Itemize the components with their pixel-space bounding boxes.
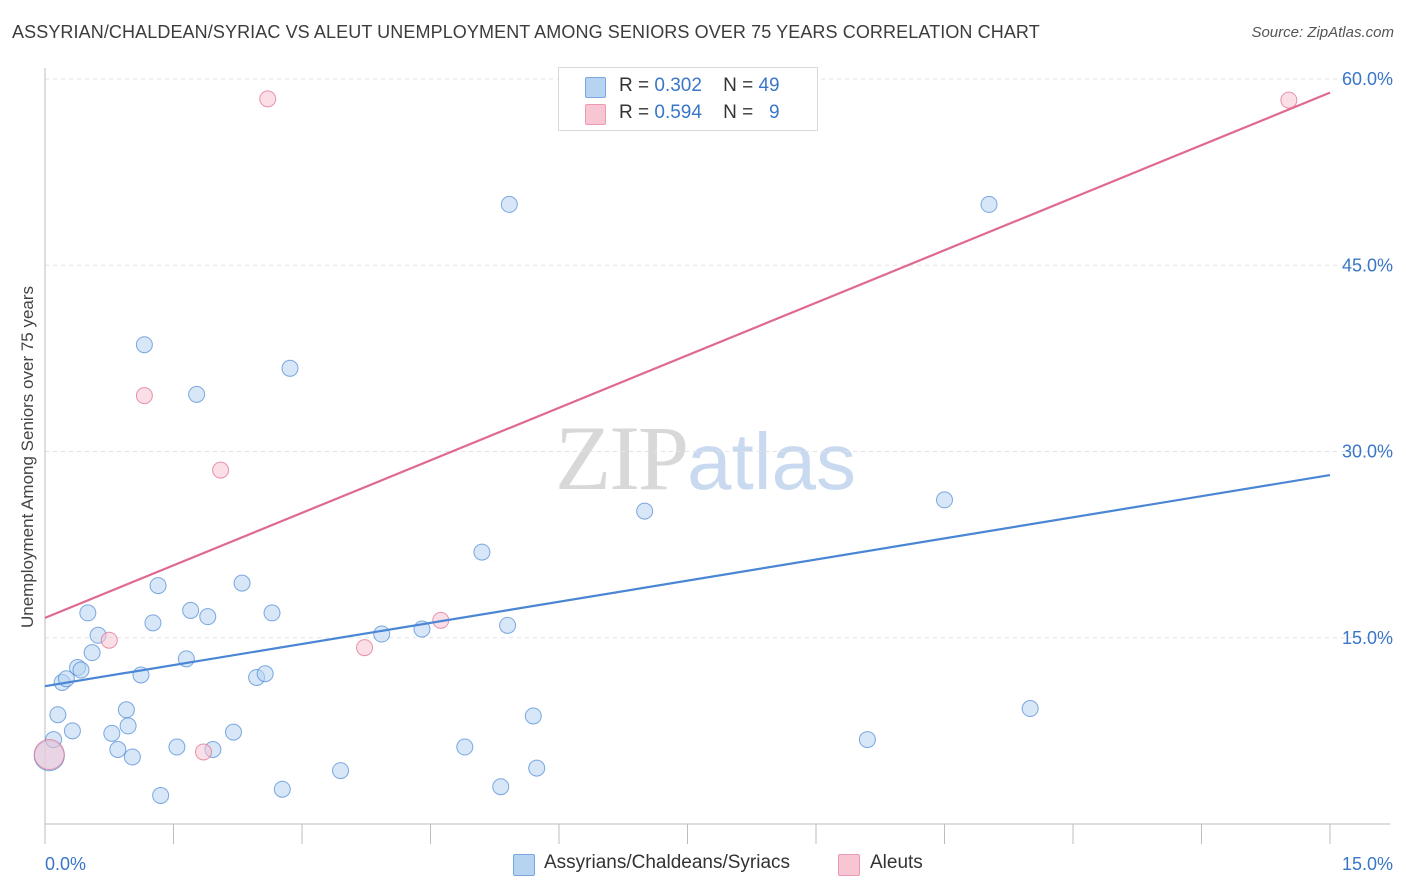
legend-r-label: R =	[619, 102, 650, 123]
data-point-series1	[492, 778, 510, 796]
source-label: Source: ZipAtlas.com	[1251, 24, 1394, 41]
trend-line-series2	[44, 91, 1331, 619]
data-point-series1	[456, 738, 474, 756]
legend-swatch-series2	[585, 104, 606, 125]
data-point-series1	[281, 359, 299, 377]
data-point-series2	[100, 631, 118, 649]
data-point-series1	[500, 195, 518, 213]
data-point-series1	[79, 604, 97, 622]
data-point-series1	[182, 601, 200, 619]
data-point-series1	[858, 731, 876, 749]
data-point-series2	[259, 90, 277, 108]
data-point-series1	[117, 701, 135, 719]
y-tick-label: 30.0%	[1342, 442, 1393, 462]
data-point-series1	[152, 786, 170, 804]
y-tick-label: 60.0%	[1342, 69, 1393, 89]
watermark-zip: ZIP	[555, 407, 689, 509]
data-point-series1	[936, 491, 953, 509]
data-point-series1	[473, 543, 491, 561]
chart-title: ASSYRIAN/CHALDEAN/SYRIAC VS ALEUT UNEMPL…	[12, 22, 1040, 42]
data-point-series1	[263, 604, 281, 622]
data-point-series1	[168, 738, 186, 756]
legend: R = 0.302 N = 49 R = 0.594 N = 9	[558, 67, 818, 131]
watermark-atlas: atlas	[687, 417, 856, 506]
legend-n-label: N =	[723, 102, 754, 123]
legend-text-series2: R = 0.594 N = 9	[619, 102, 780, 124]
data-point-series2	[135, 387, 153, 405]
legend-n-value: 49	[758, 75, 780, 96]
data-point-series1	[273, 780, 291, 798]
data-point-series1	[83, 644, 101, 662]
data-point-series1	[224, 723, 242, 741]
data-point-series1	[373, 625, 391, 643]
data-point-series2	[194, 743, 212, 761]
data-point-series2	[1280, 91, 1298, 109]
bottom-legend-label-series1: Assyrians/Chaldeans/Syriacs	[544, 852, 791, 873]
data-point-series1	[528, 759, 546, 777]
x-tick-label: 0.0%	[45, 854, 86, 874]
bottom-legend-swatch-series2	[838, 854, 860, 876]
data-point-series1	[188, 385, 206, 403]
y-tick-label: 45.0%	[1342, 255, 1393, 275]
data-point-series1	[499, 616, 517, 634]
data-point-series1	[144, 614, 162, 632]
data-point-series1	[332, 762, 350, 780]
data-point-series1	[72, 661, 90, 679]
legend-r-label: R =	[619, 75, 650, 96]
data-point-series1	[109, 741, 127, 758]
data-point-series2	[356, 639, 374, 657]
data-point-series1	[103, 724, 121, 742]
data-point-series2	[33, 738, 65, 770]
data-point-series1	[980, 195, 998, 213]
trend-line-series1	[44, 474, 1331, 688]
watermark: ZIPatlas	[555, 405, 856, 511]
legend-r-value: 0.302	[654, 75, 702, 96]
legend-n-value: 9	[769, 102, 780, 123]
data-point-series1	[199, 608, 217, 626]
bottom-legend-label-series2: Aleuts	[870, 852, 923, 873]
legend-n-label: N =	[723, 75, 754, 96]
legend-r-value: 0.594	[654, 102, 702, 123]
data-point-series1	[119, 717, 137, 735]
data-point-series1	[49, 706, 67, 724]
legend-text-series1: R = 0.302 N = 49	[619, 75, 780, 97]
data-point-series1	[135, 336, 153, 354]
data-point-series1	[233, 574, 251, 592]
data-point-series1	[63, 722, 81, 740]
y-tick-label: 15.0%	[1342, 628, 1393, 648]
data-point-series1	[524, 707, 542, 725]
bottom-legend-swatch-series1	[513, 854, 535, 876]
data-point-series1	[149, 577, 167, 595]
x-tick-label: 15.0%	[1342, 854, 1393, 874]
legend-swatch-series1	[585, 77, 606, 98]
data-point-series1	[1021, 700, 1039, 718]
data-point-series1	[256, 665, 274, 683]
data-point-series1	[123, 748, 141, 766]
data-point-series1	[636, 502, 654, 520]
data-point-series2	[212, 461, 230, 479]
